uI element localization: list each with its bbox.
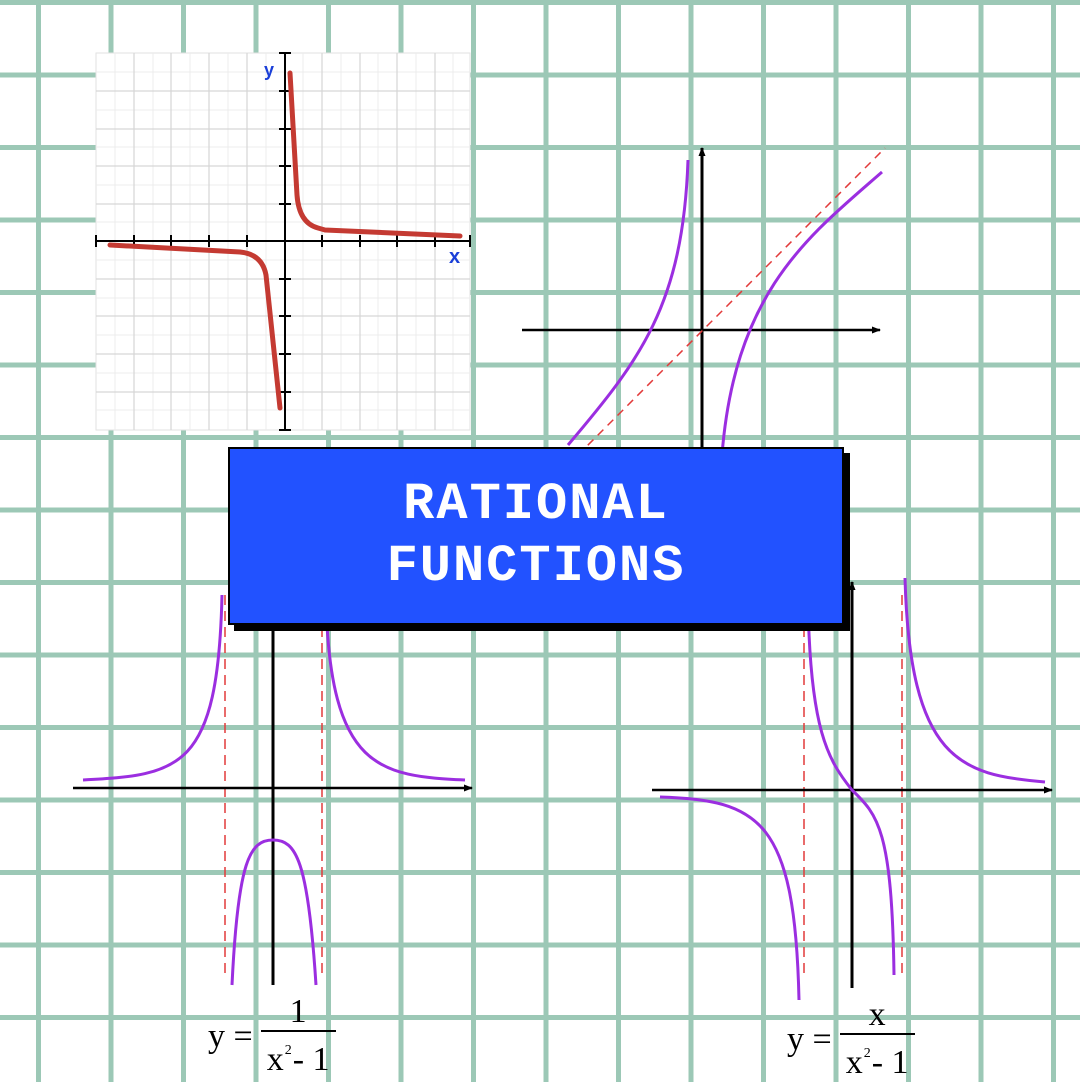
fraction-bar xyxy=(839,1033,915,1035)
title-banner: RATIONAL FUNCTIONS xyxy=(228,447,844,625)
formula-left-lhs: y = xyxy=(208,1017,253,1055)
graph-reciprocal: x y xyxy=(95,52,471,431)
graph4-curve-left-branch xyxy=(659,795,801,1001)
graph1-y-label: y xyxy=(264,60,274,80)
graph-one-over-x-squared-minus-one xyxy=(73,594,473,986)
formula-right-den-rest: - 1 xyxy=(871,1044,909,1081)
graph1-y-ticks xyxy=(279,52,291,431)
graph3-curve-middle-branch xyxy=(230,838,318,986)
formula-right-lhs: y = xyxy=(787,1020,832,1058)
formula-left-numerator: 1 xyxy=(289,993,307,1030)
graph3-curve-left-branch xyxy=(82,594,224,782)
formula-right-fraction: x x2- 1 xyxy=(839,996,915,1082)
formula-right: y = x x2- 1 xyxy=(787,997,915,1082)
title-line-1: RATIONAL xyxy=(403,475,669,534)
graph-x-over-x-squared-minus-one xyxy=(652,577,1053,1001)
fraction-bar xyxy=(260,1030,336,1032)
formula-right-denominator: x2- 1 xyxy=(840,1035,915,1082)
graph4-curve-right-branch xyxy=(903,577,1046,784)
title-line-2: FUNCTIONS xyxy=(386,537,686,596)
formula-left-denominator: x2- 1 xyxy=(261,1032,336,1079)
formula-left-den-exponent: 2 xyxy=(284,1043,292,1058)
graph-oblique-asymptote xyxy=(522,147,886,466)
formula-left-den-rest: - 1 xyxy=(292,1041,330,1078)
formula-left-den-base: x xyxy=(266,1041,284,1078)
graph2-oblique-asymptote xyxy=(567,147,886,466)
graph2-curve-right-branch xyxy=(720,170,883,456)
graph1-curve-branch-positive xyxy=(287,70,463,239)
graph4-curve-middle-branch xyxy=(806,599,896,976)
formula-right-numerator: x xyxy=(868,996,886,1033)
graph3-curve-right-branch xyxy=(324,599,466,782)
graph1-x-label: x xyxy=(449,246,460,268)
formula-left-fraction: 1 x2- 1 xyxy=(260,993,336,1079)
formula-left: y = 1 x2- 1 xyxy=(208,994,336,1079)
formula-right-den-exponent: 2 xyxy=(863,1046,871,1061)
graph2-curve-left-branch xyxy=(566,159,690,446)
formula-right-den-base: x xyxy=(845,1044,863,1081)
graph1-curve-branch-negative xyxy=(107,242,283,411)
